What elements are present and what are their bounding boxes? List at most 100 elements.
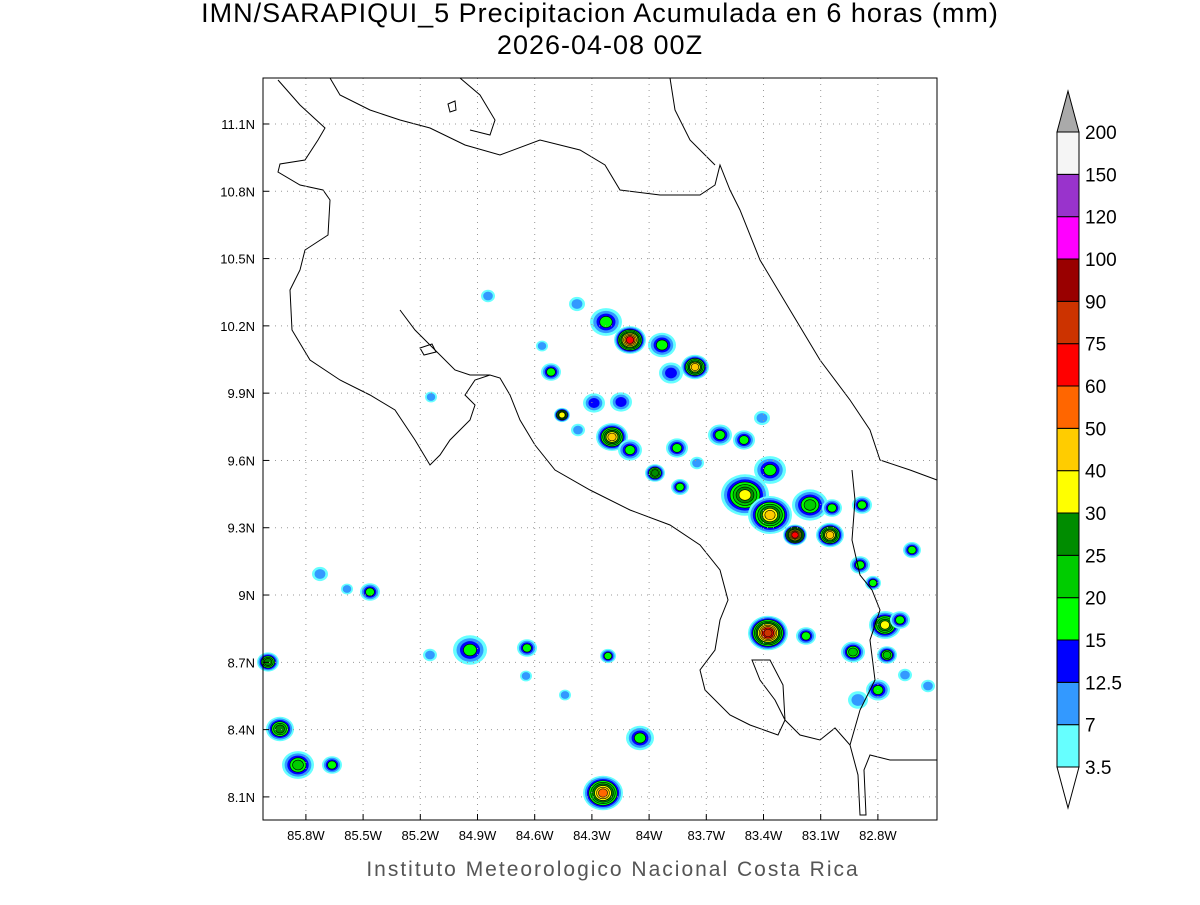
x-tick-label: 85.5W	[344, 828, 382, 843]
precip-cell	[882, 651, 892, 659]
x-tick-label: 84.6W	[516, 828, 554, 843]
y-tick-label: 9.6N	[228, 453, 255, 468]
precip-cell	[848, 647, 858, 657]
colorbar-bin	[1056, 131, 1080, 175]
border	[849, 469, 881, 746]
colorbar-over	[1056, 89, 1080, 133]
precip-cell	[624, 445, 636, 455]
colorbar-bin	[1056, 385, 1080, 429]
precip-cell	[546, 367, 556, 377]
y-tick-label: 10.2N	[220, 319, 255, 334]
precip-cell	[599, 316, 613, 328]
precip-cell	[598, 788, 608, 798]
precip-cell	[851, 694, 865, 706]
precip-cell	[763, 464, 777, 476]
colorbar-bin	[1056, 724, 1080, 768]
precip-cell	[907, 545, 917, 555]
colorbar-bin	[1056, 597, 1080, 641]
y-tick-label: 8.4N	[228, 723, 255, 738]
colorbar-label: 40	[1085, 462, 1106, 483]
colorbar-label: 75	[1085, 335, 1106, 356]
precip-cell	[825, 531, 835, 539]
x-tick-label: 83.4W	[745, 828, 783, 843]
x-tick-label: 84.3W	[573, 828, 611, 843]
x-tick-label: 82.8W	[859, 828, 897, 843]
precip-cell	[625, 336, 635, 344]
precip-cell	[342, 585, 352, 593]
precip-cell	[425, 650, 435, 660]
colorbar-label: 30	[1085, 504, 1106, 525]
colorbar-bin	[1056, 681, 1080, 726]
precipitation	[257, 289, 935, 811]
colorbar-label: 120	[1085, 208, 1117, 229]
colorbar-label: 150	[1085, 165, 1117, 186]
colorbar-bin	[1056, 427, 1080, 472]
precip-cell	[571, 299, 583, 309]
precip-cell	[603, 652, 613, 660]
precip-cell	[588, 397, 600, 409]
precip-cell	[522, 643, 532, 653]
island	[419, 343, 437, 356]
precip-cell	[292, 759, 304, 771]
precip-cell	[738, 435, 750, 445]
precip-cell	[868, 579, 878, 587]
colorbar-bin	[1056, 639, 1080, 683]
precip-cell	[803, 499, 817, 511]
precip-cell	[791, 531, 799, 539]
precip-cell	[900, 670, 910, 680]
precip-cell	[880, 620, 890, 630]
coastlines	[277, 77, 938, 816]
colorbar-label: 100	[1085, 250, 1117, 271]
x-tick-label: 85.8W	[287, 828, 325, 843]
y-tick-label: 8.7N	[228, 655, 255, 670]
precip-cell	[756, 413, 768, 423]
colorbar-bin	[1056, 173, 1080, 218]
border	[669, 77, 716, 166]
colorbar-label: 25	[1085, 546, 1106, 567]
x-tick-label: 85.2W	[402, 828, 440, 843]
precip-cell	[764, 510, 776, 520]
colorbar-bin	[1056, 300, 1080, 345]
map-frame	[262, 77, 938, 821]
grid: 85.8W 85.5W 85.2W 84.9W 84.6W 84.3W 84W 83.7W 83…	[220, 78, 937, 843]
precip-cell	[801, 631, 811, 641]
colorbar-bin	[1056, 343, 1080, 387]
precip-cell	[675, 482, 685, 492]
precip-cell	[275, 724, 285, 734]
colorbar-under	[1056, 766, 1080, 810]
precip-cell	[738, 489, 752, 501]
precip-cell	[615, 396, 627, 408]
island	[447, 100, 457, 113]
colorbar-label: 90	[1085, 292, 1106, 313]
precip-cell	[671, 443, 683, 453]
precip-cell	[327, 760, 337, 770]
precip-cell	[857, 500, 867, 510]
coast	[329, 77, 938, 481]
border	[459, 77, 496, 136]
colorbar-label: 7	[1085, 716, 1096, 737]
colorbar-bin	[1056, 216, 1080, 260]
precip-cell	[895, 615, 905, 625]
coast	[784, 719, 937, 816]
precip-cell	[763, 628, 773, 638]
precip-cell	[558, 411, 566, 419]
precip-cell	[537, 342, 547, 350]
precip-cell	[714, 430, 726, 440]
precip-cell	[690, 363, 700, 371]
precip-cell	[692, 458, 702, 468]
y-tick-label: 10.5N	[220, 252, 255, 267]
precip-cell	[521, 672, 531, 680]
colorbar-label: 50	[1085, 419, 1106, 440]
precip-cell	[463, 643, 477, 657]
precip-cell	[365, 587, 375, 597]
precip-cell	[656, 339, 668, 351]
colorbar: 3.5 7 12.5 15 20 25 30 40 50 60 75 90 100 120 150 200	[1056, 89, 1122, 810]
y-tick-label: 9N	[238, 588, 255, 603]
precip-cell	[483, 291, 493, 301]
colorbar-label: 3.5	[1085, 758, 1111, 779]
precip-cell	[651, 469, 659, 477]
colorbar-label: 15	[1085, 631, 1106, 652]
colorbar-label: 200	[1085, 123, 1117, 144]
colorbar-label: 12.5	[1085, 673, 1122, 694]
